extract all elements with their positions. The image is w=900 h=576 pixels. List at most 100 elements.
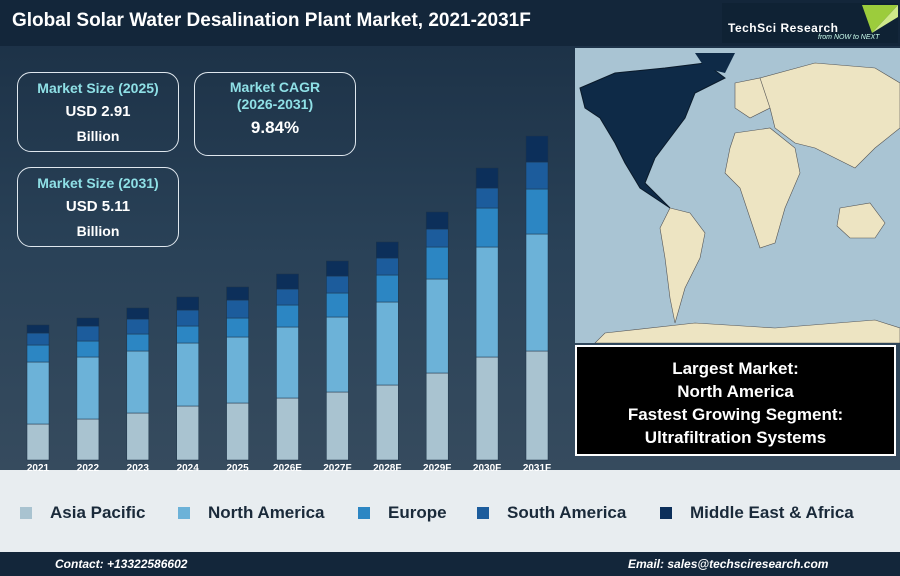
bar-segment [126,333,150,352]
bar-segment [425,372,449,461]
bar-segment [176,342,199,407]
x-tick-label: 2024 [177,463,200,474]
legend-label: South America [507,503,627,522]
highlight-text: Ultrafiltration Systems [644,428,827,447]
chart: 2021 2022 2023 2024 2025 2026E 2027F 2028F 2029F… [26,135,551,474]
bar-segment [226,402,249,461]
legend-label: Europe [388,503,447,522]
bar-segment [425,246,449,280]
legend-item: North America [178,503,325,523]
contact: Contact: +13322586602 [55,557,188,571]
stat-label: Market Size (2025) [37,80,159,96]
bar-segment [26,344,50,363]
bar-segment [276,326,299,399]
legend-item: South America [477,503,626,523]
bar-segment [376,241,399,259]
x-tick-label: 2028F [373,463,401,474]
bar-segment [276,397,299,461]
bar-segment [425,228,449,248]
bar-segment [376,257,399,276]
stat-box: Market Size (2031) USD 5.11 Billion [17,167,179,247]
legend-swatch [660,507,672,519]
bar-segment [126,307,150,320]
bar-segment [76,418,100,461]
logo-mark [862,5,898,33]
world-map [575,48,900,343]
bar-segment [126,350,150,414]
bar-segment [475,246,499,358]
header: Global Solar Water Desalination Plant Ma… [0,0,900,46]
bar-segment [176,309,199,327]
stat-box: Market CAGR (2026-2031) 9.84% [194,72,356,156]
stat-value: USD 2.91 [65,103,131,120]
x-tick-label: 2025 [226,463,249,474]
legend-label: North America [208,503,325,522]
bar-segment [326,275,349,294]
bar-segment [226,299,249,319]
highlight-box: Largest Market: North America Fastest Gr… [575,345,896,456]
bar-segment [276,273,299,290]
legend-swatch [178,507,190,519]
bar-segment [525,161,549,190]
stat-value: 9.84% [250,118,300,137]
x-tick-label: 2023 [127,463,150,474]
bar-segment [76,325,100,342]
legend-label: Asia Pacific [50,503,146,522]
highlight-text: North America [677,382,794,401]
legend-item: Europe [358,503,447,523]
bar-segment [26,332,50,346]
x-tick-label: 2021 [27,463,50,474]
legend: Asia Pacific North America Europe South Ame… [0,495,900,529]
bar-segment [26,324,50,334]
bar-segment [76,340,100,358]
x-tick-label: 2031F [523,463,551,474]
bar-segment [425,211,449,230]
x-tick-label: 2026E [273,463,302,474]
x-tick-label: 2027F [323,463,351,474]
legend-swatch [477,507,489,519]
bar-segment [26,361,50,425]
x-tick-label: 2030F [473,463,501,474]
bar-segment [425,278,449,374]
bar-segment [326,292,349,318]
bar-segment [176,296,199,311]
bar-segment [525,233,549,352]
bar-segment [176,405,199,461]
legend-swatch [20,507,32,519]
stat-box: Market Size (2025) USD 2.91 Billion [17,72,179,152]
bar-segment [376,384,399,461]
logo: TechSci Research from NOW to NEXT [722,3,898,43]
title: Global Solar Water Desalination Plant Ma… [12,10,531,31]
legend-label: Middle East & Africa [690,503,854,522]
bar-segment [226,317,249,338]
bar-segment [226,336,249,404]
bar-segment [76,317,100,327]
bar-segment [525,350,549,461]
bar-segment [376,301,399,386]
bar-segment [176,325,199,344]
bar-segment [475,356,499,461]
bar-segment [525,188,549,235]
email: Email: sales@techsciresearch.com [628,557,829,571]
bar-segment [475,187,499,209]
bar-segment [475,207,499,248]
legend-item: Asia Pacific [20,503,145,523]
bar-segment [26,423,50,461]
bar-segment [326,260,349,277]
legend-item: Middle East & Africa [660,503,854,523]
footer: Contact: +13322586602 Email: sales@techs… [0,552,900,576]
bar-segment [276,288,299,306]
highlight-text: Largest Market: [672,359,799,378]
stat-unit: Billion [76,128,120,144]
stat-value: USD 5.11 [65,198,131,215]
x-tick-label: 2029F [423,463,451,474]
bar-segment [475,167,499,189]
bar-segment [326,391,349,461]
x-tick-label: 2022 [77,463,100,474]
stat-label: Market Size (2031) [37,175,159,191]
highlight-text: Fastest Growing Segment: [627,405,844,424]
bar-segment [525,135,549,163]
bar-segment [226,286,249,301]
stat-unit: Billion [76,223,120,239]
